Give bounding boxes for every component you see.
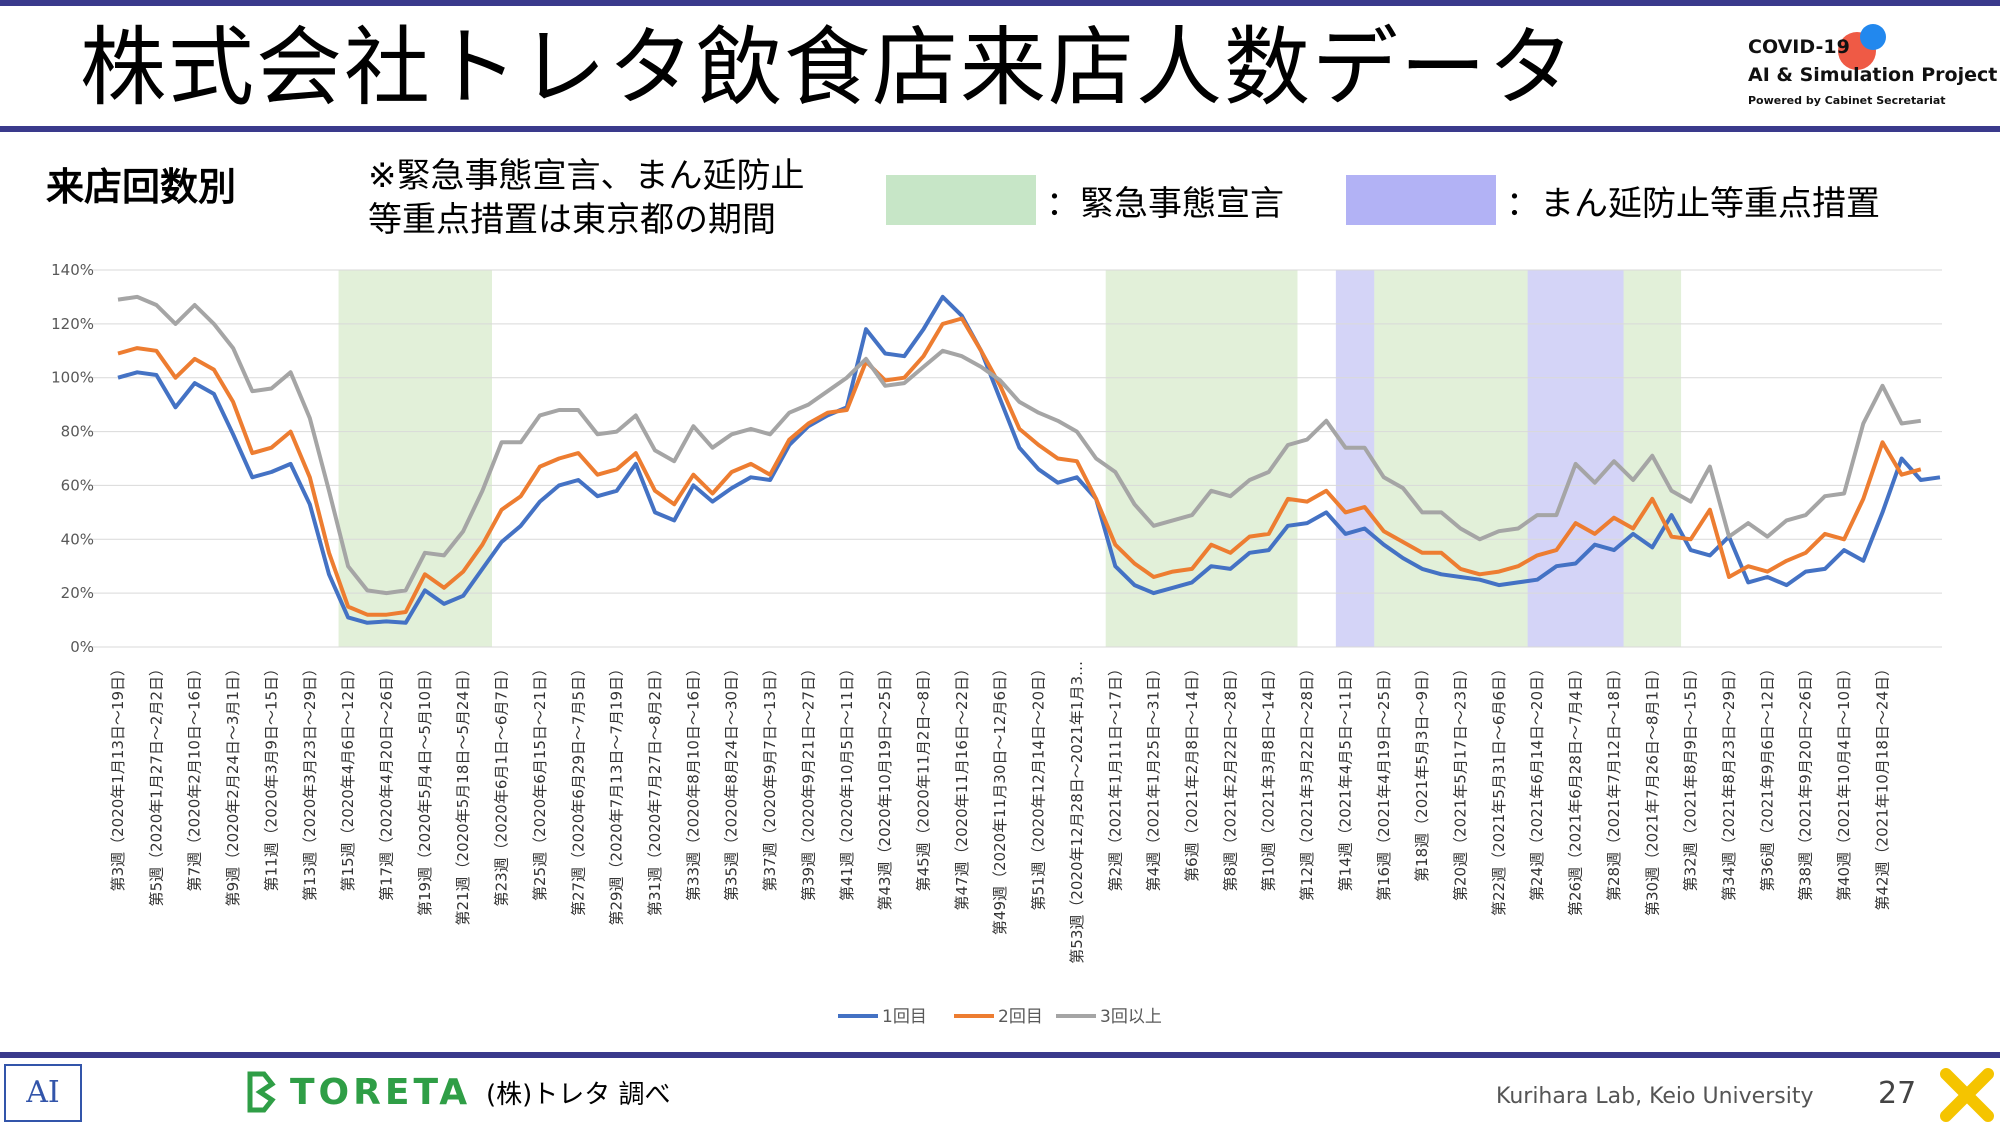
x-tick-label: 第49週（2020年11月30日～12月6日）	[991, 661, 1009, 935]
y-tick-label: 100%	[51, 369, 94, 387]
x-tick-label: 第26週（2021年6月28日～7月4日）	[1567, 661, 1585, 916]
y-tick-label: 120%	[51, 315, 94, 333]
x-tick-label: 第19週（2020年5月4日～5月10日）	[416, 661, 434, 916]
x-tick-label: 第6週（2021年2月8日～14日）	[1183, 661, 1201, 882]
logo-line3: Powered by Cabinet Secretariat	[1748, 94, 1946, 107]
manen-legend-swatch	[1346, 175, 1496, 225]
manen-legend-label: ：まん延防止等重点措置	[1506, 184, 1880, 224]
gridlines	[88, 269, 1942, 648]
x-tick-label: 第25週（2020年6月15日～21日）	[531, 661, 549, 901]
series-line-0	[117, 294, 1941, 625]
x-tick-label: 第12週（2021年3月22日～28日）	[1298, 661, 1316, 901]
x-tick-label: 第16週（2021年4月19日～25日）	[1375, 661, 1393, 901]
x-tick-label: 第17週（2020年4月20日～26日）	[378, 661, 396, 901]
y-tick-label: 0%	[70, 638, 94, 656]
x-tick-label: 第38週（2021年9月20日～26日）	[1797, 661, 1815, 901]
y-tick-label: 60%	[61, 476, 94, 494]
page-number: 27	[1878, 1076, 1917, 1111]
x-tick-label: 第22週（2021年5月31日～6月6日）	[1490, 661, 1508, 916]
x-tick-label: 第35週（2020年8月24日～30日）	[723, 661, 741, 901]
section-title: 来店回数別	[46, 165, 237, 209]
y-tick-label: 80%	[61, 423, 94, 441]
x-tick-label: 第18週（2021年5月3日～9日）	[1413, 661, 1431, 882]
x-tick-label: 第41週（2020年10月5日～11日）	[838, 661, 856, 901]
x-axis-ticks: 第3週（2020年1月13日～19日） 第5週（2020年1月27日～2月2日） 第…	[109, 661, 1892, 964]
toreta-logo: TORETA	[290, 1072, 472, 1113]
logo-line1: COVID-19	[1748, 36, 1850, 58]
x-tick-label: 第45週（2020年11月2日～8日）	[915, 661, 933, 891]
x-tick-label: 第29週（2020年7月13日～7月19日）	[608, 661, 626, 926]
x-tick-label: 第33週（2020年8月10日～16日）	[684, 661, 702, 901]
legend-label-2: 3回以上	[1100, 1007, 1162, 1027]
x-tick-label: 第34週（2021年8月23日～29日）	[1720, 661, 1738, 901]
chart-legend: 1回目 2回目 3回以上	[838, 1007, 1162, 1027]
series-line-1	[117, 316, 1922, 617]
page-title: 株式会社トレタ飲食店来店人数データ	[80, 18, 1576, 118]
x-tick-label: 第31週（2020年7月27日～8月2日）	[646, 661, 664, 916]
x-tick-label: 第9週（2020年2月24日～3月1日）	[224, 661, 242, 906]
x-tick-label: 第2週（2021年1月11日～17日）	[1106, 661, 1124, 891]
logo-blue-dot	[1860, 24, 1886, 50]
x-tick-label: 第20週（2021年5月17日～23日）	[1452, 661, 1470, 901]
x-tick-label: 第4週（2021年1月25日～31日）	[1145, 661, 1163, 891]
x-mark-icon	[1940, 1068, 1994, 1122]
x-tick-label: 第15週（2020年4月6日～12日）	[339, 661, 357, 891]
x-tick-label: 第27週（2020年6月29日～7月5日）	[569, 661, 587, 916]
x-tick-label: 第39週（2020年9月21日～27日）	[799, 661, 817, 901]
x-tick-label: 第36週（2021年9月6日～12日）	[1758, 661, 1776, 891]
y-tick-label: 40%	[61, 530, 94, 548]
x-tick-label: 第21週（2020年5月18日～5月24日）	[454, 661, 472, 926]
footer-rule	[0, 1052, 2000, 1058]
visitor-line-chart: 0% 20% 40% 60% 80% 100% 120% 140% 第3週（2020年1月13…	[51, 261, 1942, 1027]
y-tick-label: 140%	[51, 261, 94, 279]
note-line1: ※緊急事態宣言、まん延防止	[368, 156, 805, 196]
y-axis-ticks: 0% 20% 40% 60% 80% 100% 120% 140%	[51, 261, 94, 656]
emergency-legend-label: ：緊急事態宣言	[1046, 184, 1284, 224]
legend-label-1: 2回目	[998, 1007, 1043, 1027]
series-lines	[117, 294, 1941, 625]
x-tick-label: 第3週（2020年1月13日～19日）	[109, 661, 127, 891]
note-line2: 等重点措置は東京都の期間	[368, 200, 776, 240]
manen-band-0	[1335, 270, 1375, 647]
logo-line2: AI & Simulation Project	[1748, 64, 1998, 86]
x-tick-label: 第40週（2021年10月4日～10日）	[1835, 661, 1853, 901]
covid-project-logo: COVID-19 AI & Simulation Project Powered…	[1740, 24, 1997, 114]
x-tick-label: 第42週（2021年10月18日～24日）	[1874, 661, 1892, 911]
x-tick-label: 第23週（2020年6月1日～6月7日）	[493, 661, 511, 906]
x-tick-label: 第10週（2021年3月8日～14日）	[1260, 661, 1278, 891]
x-tick-label: 第7週（2020年2月10日～16日）	[186, 661, 204, 891]
period-note: ※緊急事態宣言、まん延防止 等重点措置は東京都の期間	[368, 154, 805, 242]
series-line-2	[117, 294, 1922, 596]
x-tick-label: 第11週（2020年3月9日～15日）	[262, 661, 280, 891]
toreta-leaf-icon	[247, 1071, 276, 1113]
x-tick-label: 第53週（2020年12月28日～2021年1月3…	[1068, 661, 1086, 964]
x-tick-label: 第5週（2020年1月27日～2月2日）	[147, 661, 165, 906]
emergency-legend-swatch	[886, 175, 1036, 225]
x-tick-label: 第37週（2020年9月7日～13日）	[761, 661, 779, 891]
x-tick-label: 第14週（2021年4月5日～11日）	[1337, 661, 1355, 891]
lab-credit: Kurihara Lab, Keio University	[1496, 1084, 1814, 1109]
emergency-band-1	[1105, 270, 1298, 647]
ai-logo: AI	[4, 1064, 82, 1122]
emergency-band-2	[1355, 270, 1682, 647]
x-tick-label: 第30週（2021年7月26日～8月1日）	[1643, 661, 1661, 916]
header-rule	[0, 126, 2000, 132]
x-tick-label: 第51週（2020年12月14日～20日）	[1030, 661, 1048, 911]
x-tick-label: 第43週（2020年10月19日～25日）	[876, 661, 894, 911]
y-tick-label: 20%	[61, 584, 94, 602]
x-tick-label: 第13週（2020年3月23日～29日）	[301, 661, 319, 901]
x-tick-label: 第47週（2020年11月16日～22日）	[953, 661, 971, 911]
x-tick-label: 第32週（2021年8月9日～15日）	[1682, 661, 1700, 891]
manen-band-1	[1527, 270, 1624, 647]
x-tick-label: 第8週（2021年2月22日～28日）	[1221, 661, 1239, 891]
legend-label-0: 1回目	[882, 1007, 927, 1027]
top-rule	[0, 0, 2000, 6]
source-note: (株)トレタ 調べ	[486, 1080, 671, 1110]
period-bands	[338, 270, 1682, 647]
x-tick-label: 第24週（2021年6月14日～20日）	[1528, 661, 1546, 901]
x-tick-label: 第28週（2021年7月12日～18日）	[1605, 661, 1623, 901]
